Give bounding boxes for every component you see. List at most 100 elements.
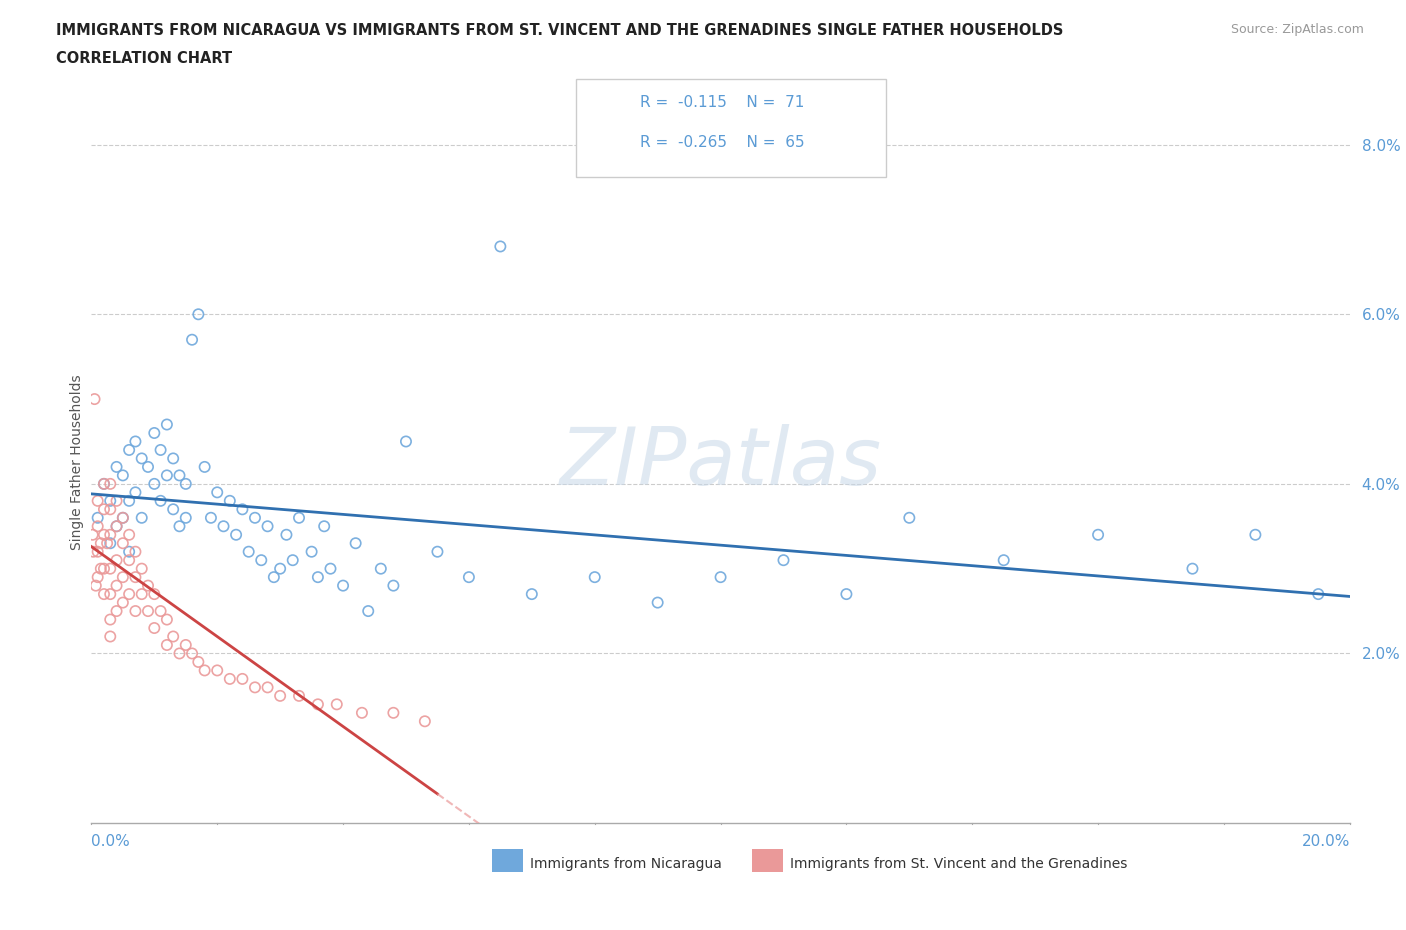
Point	[1244, 527, 1267, 542]
Point	[156, 638, 179, 653]
Text: Immigrants from St. Vincent and the Grenadines: Immigrants from St. Vincent and the Gren…	[790, 857, 1128, 871]
Point	[105, 578, 128, 593]
Point	[86, 544, 108, 559]
Point	[131, 587, 153, 602]
Point	[250, 552, 273, 567]
Point	[118, 544, 141, 559]
Point	[489, 239, 512, 254]
Point	[1308, 587, 1330, 602]
Point	[898, 511, 921, 525]
Point	[105, 519, 128, 534]
Point	[350, 705, 373, 720]
Point	[98, 476, 121, 491]
Point	[105, 604, 128, 618]
Point	[105, 552, 128, 567]
Point	[413, 714, 436, 729]
Point	[124, 485, 146, 499]
Point	[426, 544, 449, 559]
Point	[370, 561, 392, 576]
Point	[86, 494, 108, 509]
Point	[143, 476, 166, 491]
Text: ZIPatlas: ZIPatlas	[560, 424, 882, 501]
Point	[288, 511, 311, 525]
Point	[218, 494, 240, 509]
Point	[93, 502, 115, 517]
Point	[238, 544, 260, 559]
Point	[314, 519, 336, 534]
Point	[86, 519, 108, 534]
Point	[225, 527, 247, 542]
Point	[169, 519, 191, 534]
Point	[395, 434, 418, 449]
Point	[93, 476, 115, 491]
Point	[105, 494, 128, 509]
Point	[174, 476, 197, 491]
Point	[156, 612, 179, 627]
Point	[82, 527, 104, 542]
Point	[218, 671, 240, 686]
Point	[98, 561, 121, 576]
Point	[174, 638, 197, 653]
Point	[98, 587, 121, 602]
Point	[301, 544, 323, 559]
Point	[307, 570, 329, 585]
Point	[124, 434, 146, 449]
Text: CORRELATION CHART: CORRELATION CHART	[56, 51, 232, 66]
Text: IMMIGRANTS FROM NICARAGUA VS IMMIGRANTS FROM ST. VINCENT AND THE GRENADINES SING: IMMIGRANTS FROM NICARAGUA VS IMMIGRANTS …	[56, 23, 1063, 38]
Point	[98, 502, 121, 517]
Point	[111, 595, 134, 610]
Point	[307, 697, 329, 711]
Point	[520, 587, 543, 602]
Point	[169, 468, 191, 483]
Point	[86, 570, 108, 585]
Point	[136, 604, 159, 618]
Point	[181, 332, 204, 347]
Point	[118, 494, 141, 509]
Point	[212, 519, 235, 534]
Point	[269, 561, 291, 576]
Point	[83, 392, 105, 406]
Point	[98, 494, 121, 509]
Point	[105, 519, 128, 534]
Point	[993, 552, 1015, 567]
Point	[583, 570, 606, 585]
Point	[326, 697, 349, 711]
Point	[84, 578, 107, 593]
Point	[93, 476, 115, 491]
Point	[281, 552, 304, 567]
Point	[194, 663, 217, 678]
Point	[124, 544, 146, 559]
Point	[143, 620, 166, 635]
Y-axis label: Single Father Households: Single Father Households	[70, 375, 84, 551]
Point	[143, 426, 166, 441]
Point	[709, 570, 731, 585]
Point	[149, 604, 172, 618]
Point	[162, 629, 184, 644]
Point	[200, 511, 222, 525]
Point	[162, 451, 184, 466]
Point	[319, 561, 342, 576]
Point	[124, 604, 146, 618]
Point	[131, 561, 153, 576]
Point	[111, 536, 134, 551]
Point	[90, 536, 112, 551]
Point	[93, 527, 115, 542]
Point	[143, 587, 166, 602]
Point	[1087, 527, 1109, 542]
Point	[205, 485, 228, 499]
Point	[1181, 561, 1204, 576]
Point	[118, 443, 141, 458]
Point	[835, 587, 858, 602]
Point	[231, 502, 253, 517]
Point	[231, 671, 253, 686]
Text: Source: ZipAtlas.com: Source: ZipAtlas.com	[1230, 23, 1364, 36]
Point	[288, 688, 311, 703]
Point	[86, 511, 108, 525]
Point	[276, 527, 298, 542]
Point	[111, 570, 134, 585]
Point	[98, 612, 121, 627]
Point	[194, 459, 217, 474]
Point	[269, 688, 291, 703]
Point	[382, 578, 405, 593]
Text: R =  -0.115    N =  71: R = -0.115 N = 71	[640, 95, 804, 110]
